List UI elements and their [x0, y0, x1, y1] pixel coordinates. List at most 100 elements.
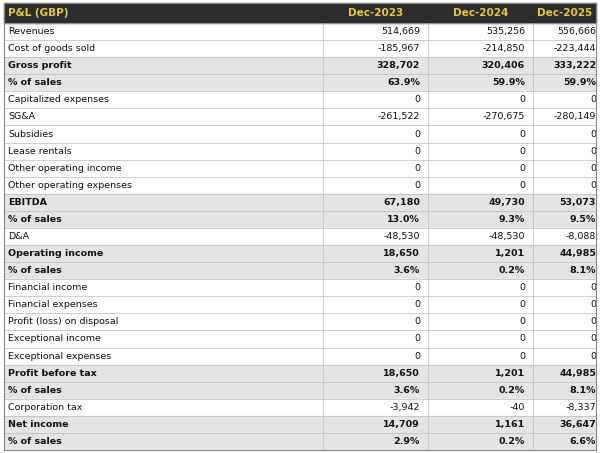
Text: 0: 0 [519, 181, 525, 190]
Bar [4, 74, 596, 92]
Text: 0: 0 [590, 147, 596, 155]
Text: 0: 0 [414, 164, 420, 173]
Bar [4, 211, 596, 228]
Text: 0: 0 [590, 334, 596, 343]
Text: 14,709: 14,709 [383, 420, 420, 429]
Text: % of sales: % of sales [8, 215, 62, 224]
Bar [4, 262, 596, 279]
Text: 3.6%: 3.6% [394, 386, 420, 395]
Text: Exceptional income: Exceptional income [8, 334, 101, 343]
Text: -8,337: -8,337 [565, 403, 596, 412]
Text: Dec-2024: Dec-2024 [453, 8, 508, 18]
Text: 53,073: 53,073 [560, 198, 596, 207]
Text: SG&A: SG&A [8, 112, 35, 121]
Text: 0: 0 [519, 147, 525, 155]
Text: -185,967: -185,967 [377, 44, 420, 53]
Text: % of sales: % of sales [8, 386, 62, 395]
Text: Subsidies: Subsidies [8, 130, 53, 139]
Text: 44,985: 44,985 [559, 369, 596, 378]
Text: 8.1%: 8.1% [569, 386, 596, 395]
Text: Profit before tax: Profit before tax [8, 369, 97, 378]
Text: 0: 0 [519, 334, 525, 343]
Text: % of sales: % of sales [8, 437, 62, 446]
Text: -3,942: -3,942 [389, 403, 420, 412]
Bar [4, 23, 596, 40]
Text: Exceptional expenses: Exceptional expenses [8, 352, 111, 361]
Text: 1,161: 1,161 [495, 420, 525, 429]
Text: 0: 0 [414, 318, 420, 327]
Text: 6.6%: 6.6% [569, 437, 596, 446]
Text: Dec-2023: Dec-2023 [348, 8, 403, 18]
Bar [4, 194, 596, 211]
Text: Capitalized expenses: Capitalized expenses [8, 96, 109, 104]
Text: Other operating income: Other operating income [8, 164, 122, 173]
Text: % of sales: % of sales [8, 78, 62, 87]
Text: 333,222: 333,222 [553, 61, 596, 70]
Bar [4, 416, 596, 433]
Bar [4, 40, 596, 57]
Text: 0: 0 [590, 96, 596, 104]
Bar [4, 3, 596, 23]
Text: 63.9%: 63.9% [387, 78, 420, 87]
Text: 535,256: 535,256 [486, 27, 525, 36]
Bar [4, 57, 596, 74]
Text: 59.9%: 59.9% [563, 78, 596, 87]
Bar [4, 159, 596, 177]
Bar [4, 296, 596, 313]
Text: -48,530: -48,530 [488, 232, 525, 241]
Text: 0.2%: 0.2% [499, 386, 525, 395]
Text: 0: 0 [590, 181, 596, 190]
Text: Revenues: Revenues [8, 27, 55, 36]
Text: 0: 0 [519, 352, 525, 361]
Text: 2.9%: 2.9% [394, 437, 420, 446]
Text: 0.2%: 0.2% [499, 266, 525, 275]
Text: 0: 0 [414, 300, 420, 309]
Text: 0: 0 [414, 283, 420, 292]
Text: 18,650: 18,650 [383, 369, 420, 378]
Text: 44,985: 44,985 [559, 249, 596, 258]
Bar [4, 399, 596, 416]
Text: 0: 0 [519, 300, 525, 309]
Text: EBITDA: EBITDA [8, 198, 47, 207]
Bar [4, 108, 596, 125]
Text: 0: 0 [590, 318, 596, 327]
Bar [4, 365, 596, 382]
Bar [4, 382, 596, 399]
Text: 328,702: 328,702 [377, 61, 420, 70]
Text: % of sales: % of sales [8, 266, 62, 275]
Text: 18,650: 18,650 [383, 249, 420, 258]
Text: 320,406: 320,406 [482, 61, 525, 70]
Bar [4, 313, 596, 330]
Text: 8.1%: 8.1% [569, 266, 596, 275]
Bar [4, 245, 596, 262]
Text: 1,201: 1,201 [495, 249, 525, 258]
Text: 59.9%: 59.9% [492, 78, 525, 87]
Text: 49,730: 49,730 [488, 198, 525, 207]
Text: 556,666: 556,666 [557, 27, 596, 36]
Bar [4, 347, 596, 365]
Text: 9.5%: 9.5% [570, 215, 596, 224]
Text: 0: 0 [414, 334, 420, 343]
Bar [4, 228, 596, 245]
Text: 9.3%: 9.3% [499, 215, 525, 224]
Text: 0: 0 [414, 181, 420, 190]
Text: 0: 0 [519, 96, 525, 104]
Text: 0: 0 [519, 318, 525, 327]
Text: Financial expenses: Financial expenses [8, 300, 98, 309]
Text: -223,444: -223,444 [554, 44, 596, 53]
Text: Other operating expenses: Other operating expenses [8, 181, 132, 190]
Text: 67,180: 67,180 [383, 198, 420, 207]
Bar [4, 177, 596, 194]
Text: -48,530: -48,530 [383, 232, 420, 241]
Text: 13.0%: 13.0% [387, 215, 420, 224]
Bar [4, 330, 596, 347]
Text: Gross profit: Gross profit [8, 61, 71, 70]
Text: 0.2%: 0.2% [499, 437, 525, 446]
Bar [4, 143, 596, 159]
Text: Net income: Net income [8, 420, 68, 429]
Text: Cost of goods sold: Cost of goods sold [8, 44, 95, 53]
Text: 0: 0 [590, 300, 596, 309]
Text: Financial income: Financial income [8, 283, 87, 292]
Text: 0: 0 [590, 164, 596, 173]
Text: D&A: D&A [8, 232, 29, 241]
